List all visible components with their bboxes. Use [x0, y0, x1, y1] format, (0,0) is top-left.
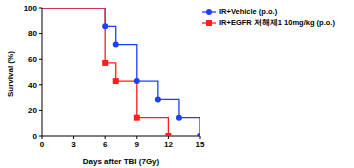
- svg-text:9: 9: [135, 140, 140, 149]
- svg-text:20: 20: [28, 106, 37, 115]
- svg-text:Survival (%): Survival (%): [8, 51, 15, 97]
- svg-text:0: 0: [33, 132, 38, 141]
- svg-text:100: 100: [24, 4, 38, 13]
- svg-text:60: 60: [28, 55, 37, 64]
- svg-text:15: 15: [196, 140, 205, 149]
- svg-text:3: 3: [71, 140, 76, 149]
- html-text:IR+EGFR 저해제1 10mg/kg (p.o.): IR+EGFR 저해제1 10mg/kg (p.o.): [219, 18, 335, 27]
- svg-text:6: 6: [103, 140, 108, 149]
- svg-text:12: 12: [164, 140, 173, 149]
- html-text:IR+Vehicle (p.o.): IR+Vehicle (p.o.): [219, 7, 278, 16]
- svg-text:0: 0: [40, 140, 45, 149]
- svg-text:40: 40: [28, 81, 37, 90]
- svg-text:80: 80: [28, 29, 37, 38]
- svg-text:Days after TBI (7Gy): Days after TBI (7Gy): [83, 157, 160, 166]
